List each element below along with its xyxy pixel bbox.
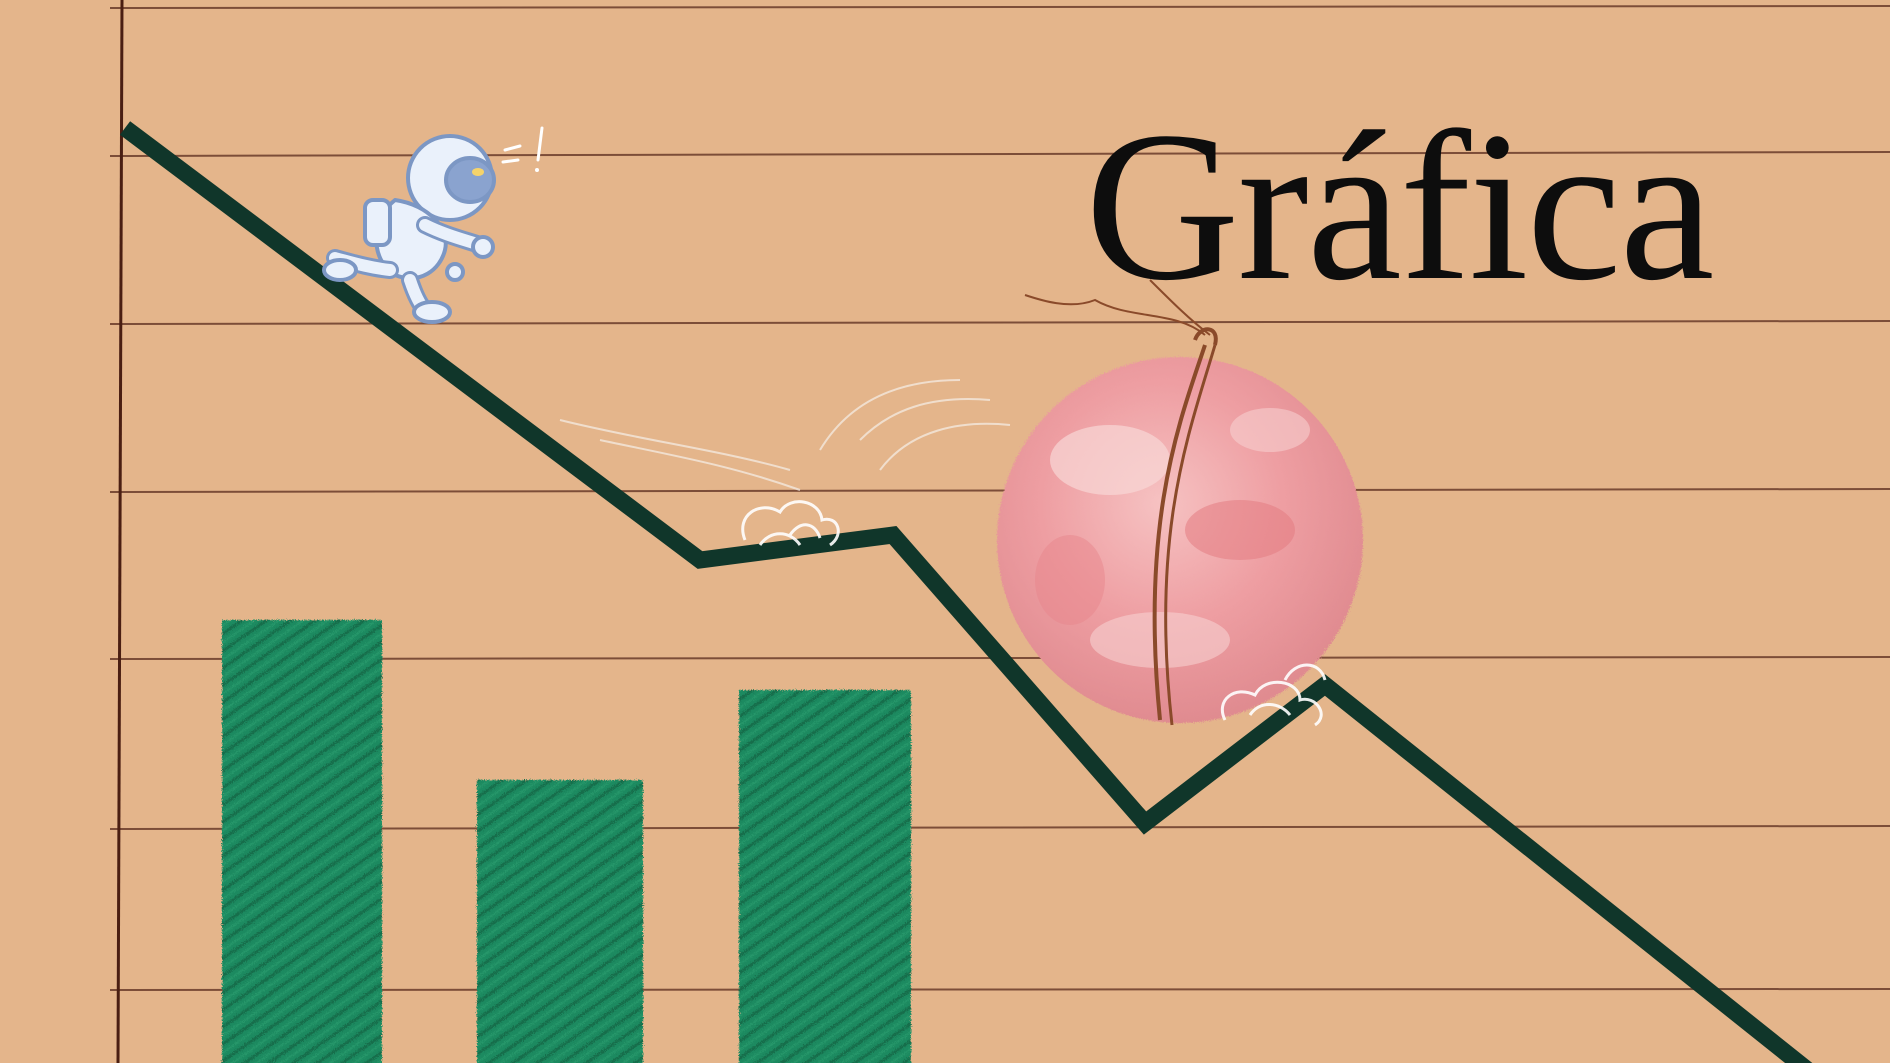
trend-line — [119, 121, 1813, 1063]
motion-lines — [559, 379, 1011, 491]
dust-puff — [1220, 663, 1327, 727]
ruled-line — [109, 488, 1890, 493]
ruled-line — [109, 988, 1890, 991]
pink-tied-ball — [997, 279, 1363, 726]
ruled-line — [109, 825, 1890, 830]
bar-2 — [477, 780, 643, 1063]
bar-group — [222, 620, 911, 1063]
bar-1 — [222, 620, 382, 1063]
chart-title: Gráfica — [1085, 88, 1714, 325]
ruled-line — [109, 320, 1890, 325]
astronaut-figure — [322, 126, 544, 324]
ruled-line — [109, 151, 1890, 157]
ruled-line — [109, 5, 1890, 9]
dust-puff — [741, 500, 840, 547]
margin-line — [116, 0, 124, 1063]
bar-3 — [739, 690, 911, 1063]
